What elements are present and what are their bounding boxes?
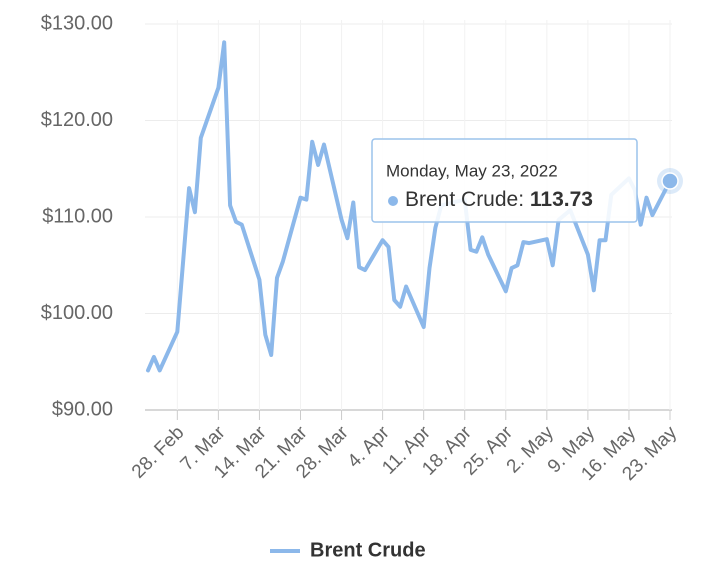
tooltip-header: Monday, May 23, 2022	[386, 161, 558, 180]
y-tick-label: $110.00	[42, 205, 113, 227]
tooltip-box	[371, 138, 638, 223]
y-tick-label: $120.00	[41, 109, 113, 131]
x-tick-label: 28. Feb	[128, 422, 188, 482]
hover-point	[661, 172, 679, 190]
legend[interactable]: Brent Crude	[270, 539, 426, 561]
y-tick-label: $90.00	[52, 398, 113, 420]
tooltip-value: 113.73	[530, 188, 593, 211]
tooltip-text: Brent Crude: 113.73	[405, 188, 593, 211]
tooltip-colon: :	[518, 188, 530, 211]
y-tick-label: $100.00	[41, 302, 113, 324]
y-tick-label: $130.00	[41, 12, 113, 34]
tooltip: Monday, May 23, 2022 Brent Crude: 113.73	[371, 138, 638, 223]
tooltip-series: Brent Crude	[405, 188, 518, 211]
legend-label[interactable]: Brent Crude	[310, 539, 426, 561]
series-line	[146, 40, 672, 373]
tooltip-marker	[388, 196, 398, 206]
plot-area	[146, 40, 683, 373]
